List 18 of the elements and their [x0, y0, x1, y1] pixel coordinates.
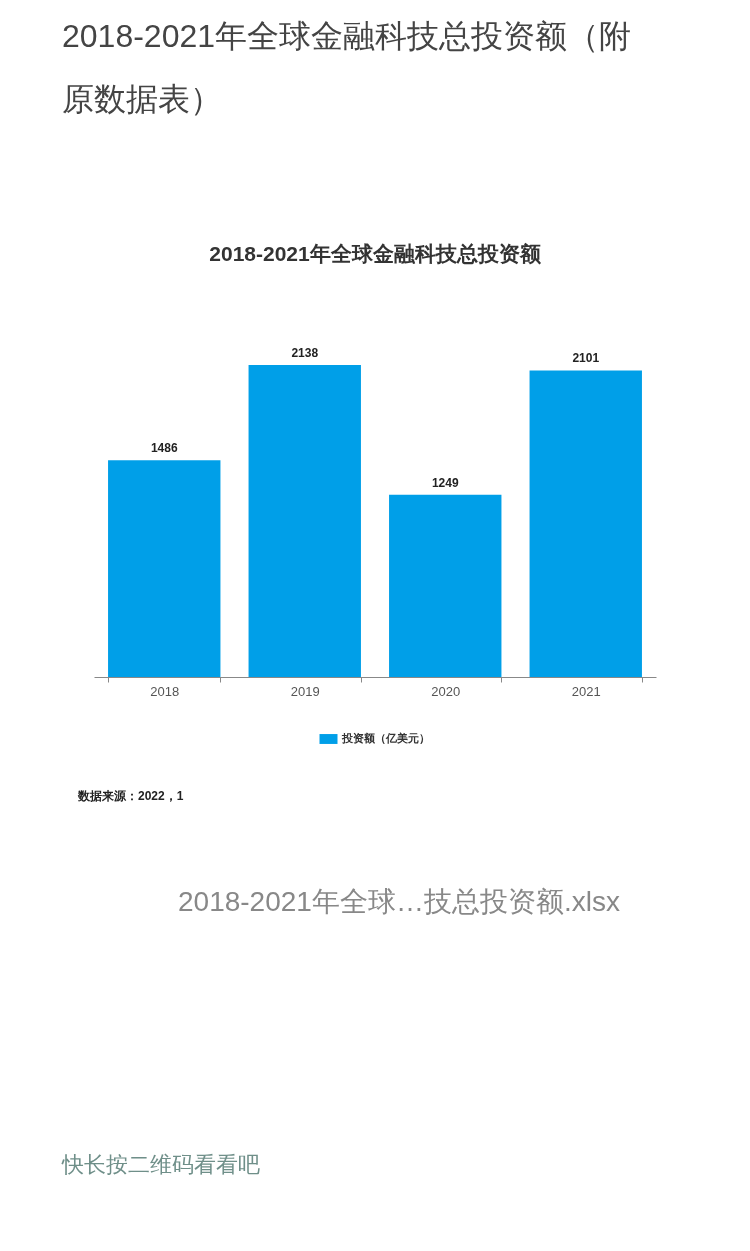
bar: [389, 494, 502, 677]
data-label: 2101: [572, 351, 600, 366]
chart-subtitle: 2018-2021年全球金融科技总投资额: [209, 242, 542, 265]
data-label: 1486: [150, 441, 178, 456]
x-tick-label: 2021: [571, 683, 601, 699]
x-tick-label: 2018: [150, 683, 180, 699]
text: 快长按二维码看看吧: [61, 1152, 260, 1177]
text: 2018-2021年全球…技总投资额.xlsx: [178, 886, 620, 917]
data-label: 1249: [431, 475, 459, 490]
chart-title: 2018-2021年全球金融科技总投资额（附原数据表）: [62, 18, 632, 117]
x-tick-label: 2019: [290, 683, 320, 699]
data-label: 2138: [291, 346, 319, 360]
bar: [529, 370, 642, 677]
source-note: 数据来源：2022，1: [77, 789, 184, 803]
bar: [108, 460, 221, 677]
legend-label: 投资额（亿美元）: [340, 732, 430, 745]
x-tick-label: 2020: [431, 683, 461, 699]
bar: [248, 365, 361, 677]
